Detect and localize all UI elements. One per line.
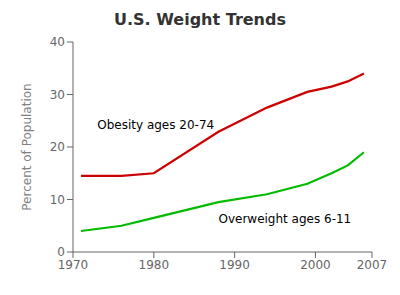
svg-text:40: 40 [50, 35, 65, 49]
svg-text:2000: 2000 [300, 258, 331, 272]
svg-text:20: 20 [50, 140, 65, 154]
svg-text:0: 0 [57, 245, 65, 259]
svg-text:10: 10 [50, 193, 65, 207]
svg-text:1990: 1990 [219, 258, 250, 272]
svg-text:30: 30 [50, 88, 65, 102]
svg-text:1970: 1970 [58, 258, 89, 272]
svg-text:1980: 1980 [139, 258, 170, 272]
svg-text:2007: 2007 [357, 258, 388, 272]
svg-text:Overweight ages 6-11: Overweight ages 6-11 [218, 212, 351, 226]
html-text:U.S. Weight Trends: U.S. Weight Trends [114, 10, 286, 29]
svg-text:Obesity ages 20-74: Obesity ages 20-74 [97, 118, 214, 132]
svg-text:Percent of Population: Percent of Population [20, 83, 34, 210]
